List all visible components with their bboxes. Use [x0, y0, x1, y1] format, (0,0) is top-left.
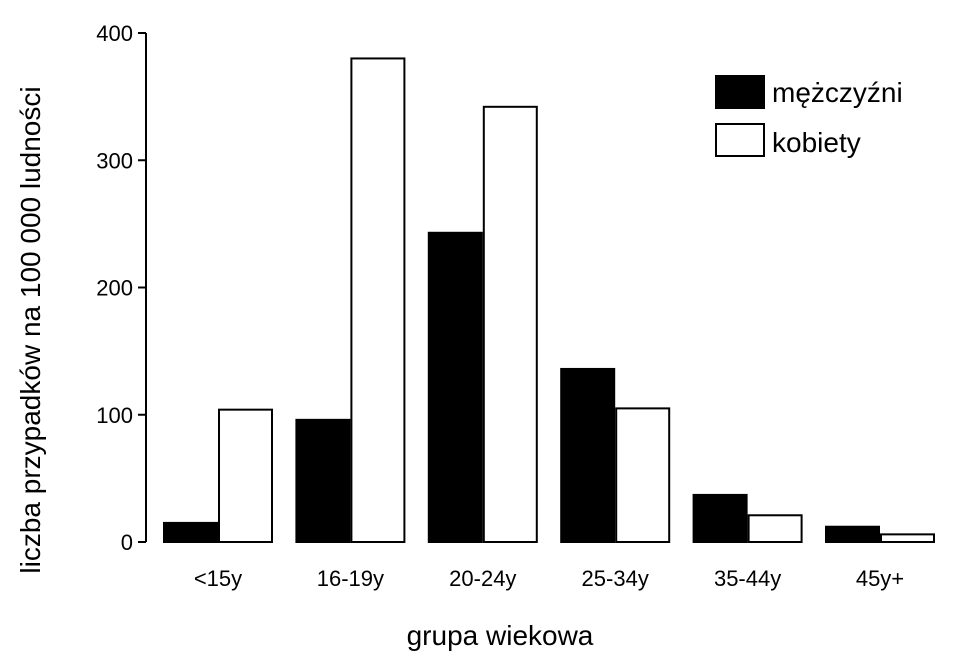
x-tick-label: 35-44y: [714, 566, 781, 591]
bar-women-4: [747, 514, 803, 544]
bar-women-1: [350, 57, 406, 543]
bar-men-2: [427, 231, 483, 543]
x-axis-title: grupa wiekowa: [407, 620, 594, 651]
legend-swatch-men: [715, 75, 765, 109]
x-axis-labels: <15y 16-19y 20-24y 25-34y 35-44y 45y+: [194, 566, 904, 591]
bar-women-0: [218, 408, 273, 543]
x-tick-label: 25-34y: [582, 566, 649, 591]
bar-men-3: [560, 367, 616, 543]
legend: mężczyźni kobiety: [715, 75, 903, 158]
y-tick-label: 200: [96, 276, 133, 301]
y-tick-label: 400: [96, 21, 133, 46]
legend-label-women: kobiety: [772, 127, 861, 158]
bar-men-4: [692, 493, 748, 544]
bar-men-0: [163, 521, 218, 543]
bar-men-5: [825, 525, 880, 543]
bar-women-5: [880, 533, 935, 543]
y-axis-title: liczba przypadków na 100 000 ludności: [15, 86, 46, 573]
legend-swatch-women: [715, 123, 765, 157]
y-tick-label: 100: [96, 403, 133, 428]
bar-women-3: [615, 407, 671, 544]
bar-women-2: [482, 105, 538, 544]
legend-label-men: mężczyźni: [772, 77, 903, 108]
x-tick-label: 45y+: [856, 566, 904, 591]
y-tick-label: 300: [96, 148, 133, 173]
x-tick-label: 20-24y: [449, 566, 516, 591]
x-tick-label: 16-19y: [317, 566, 384, 591]
x-tick-label: <15y: [194, 566, 242, 591]
y-tick-label: 0: [121, 530, 133, 555]
bars: [163, 57, 935, 544]
bar-men-1: [295, 418, 351, 543]
plot-area: 0 100 200 300 400 <15y 16-19y 20-24y 25-34y 35-4…: [96, 21, 935, 591]
y-axis-ticks: 0 100 200 300 400: [96, 21, 146, 555]
